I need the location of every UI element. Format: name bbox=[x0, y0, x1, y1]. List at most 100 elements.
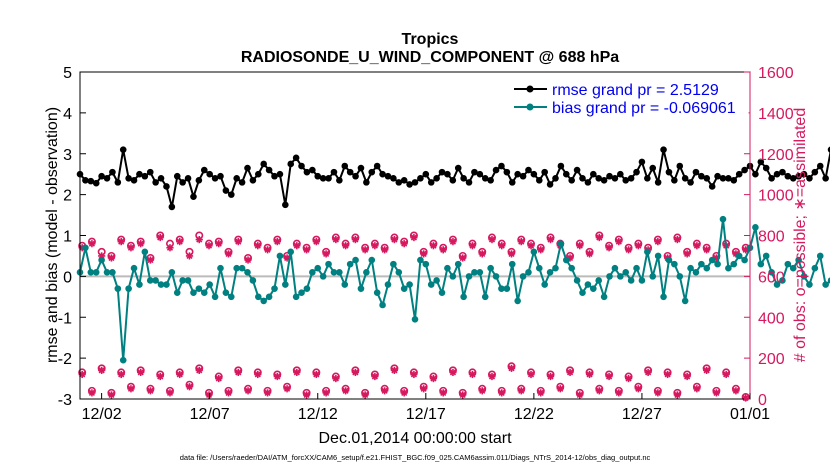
left-tick-label: -3 bbox=[58, 392, 72, 409]
bias-point bbox=[346, 260, 354, 268]
bias-point bbox=[811, 264, 819, 272]
rmse-point bbox=[676, 162, 684, 170]
obs-assimilated-marker bbox=[459, 254, 467, 262]
left-tick-label: 0 bbox=[63, 269, 72, 286]
rmse-point bbox=[552, 174, 559, 182]
rmse-point bbox=[606, 172, 613, 180]
asterisk-stroke bbox=[537, 246, 544, 253]
asterisk-stroke bbox=[196, 236, 203, 243]
obs-assimilated-marker bbox=[302, 391, 311, 399]
bias-point bbox=[719, 215, 727, 223]
obs-assimilated-marker bbox=[605, 372, 613, 381]
obs-assimilated-marker bbox=[342, 242, 350, 250]
rmse-point bbox=[665, 168, 673, 176]
rmse-point bbox=[784, 172, 792, 180]
obs-assimilated-marker bbox=[566, 368, 574, 377]
obs-assimilated-marker bbox=[507, 250, 516, 258]
bias-point bbox=[444, 264, 451, 272]
rmse-point bbox=[557, 162, 565, 170]
rmse-point bbox=[806, 174, 813, 182]
footnote: data file: /Users/raeder/DAI/ATM_forcXX/… bbox=[180, 453, 651, 462]
rmse-point bbox=[562, 170, 570, 178]
obs-assimilated-marker bbox=[98, 366, 106, 374]
asterisk-stroke bbox=[264, 246, 271, 253]
asterisk-stroke bbox=[215, 240, 222, 247]
obs-assimilated-marker bbox=[703, 246, 711, 254]
right-tick-label: 0 bbox=[758, 392, 767, 409]
left-tick-label: -2 bbox=[58, 351, 72, 368]
bias-point bbox=[119, 356, 127, 364]
rmse-point bbox=[822, 174, 829, 182]
obs-assimilated-marker bbox=[507, 364, 516, 372]
obs-assimilated-marker bbox=[244, 387, 252, 395]
bias-point bbox=[141, 248, 149, 256]
rmse-point bbox=[471, 168, 478, 176]
asterisk-stroke bbox=[605, 373, 613, 380]
bias-point bbox=[427, 281, 435, 288]
obs-assimilated-marker bbox=[478, 250, 486, 258]
y-axis-label-left: rmse and bias (model - observation) bbox=[44, 107, 61, 363]
rmse-point bbox=[298, 162, 305, 170]
obs-assimilated-marker bbox=[478, 387, 486, 395]
obs-assimilated-marker bbox=[224, 389, 233, 397]
obs-assimilated-marker bbox=[429, 242, 438, 250]
asterisk-stroke bbox=[684, 250, 691, 257]
asterisk-stroke bbox=[108, 391, 115, 398]
obs-assimilated-marker bbox=[703, 366, 711, 374]
bias-point bbox=[336, 268, 343, 276]
bias-point bbox=[319, 273, 327, 280]
asterisk-stroke bbox=[732, 250, 740, 257]
bias-point bbox=[573, 277, 581, 284]
bias-point bbox=[195, 285, 203, 292]
rmse-point bbox=[233, 174, 240, 182]
obs-assimilated-marker bbox=[342, 387, 350, 395]
y-axis-label-right: # of obs: o=possible; ∗=assimilated bbox=[792, 108, 809, 362]
asterisk-stroke bbox=[693, 242, 700, 249]
bias-point bbox=[217, 264, 224, 272]
obs-assimilated-marker bbox=[654, 238, 662, 246]
bias-point bbox=[433, 277, 440, 284]
asterisk-stroke bbox=[547, 236, 554, 243]
bias-point bbox=[633, 264, 640, 272]
obs-assimilated-marker bbox=[156, 233, 164, 242]
bias-point bbox=[400, 285, 408, 292]
obs-assimilated-marker bbox=[605, 244, 613, 252]
bias-point bbox=[303, 285, 311, 292]
rmse-point bbox=[314, 172, 322, 180]
asterisk-stroke bbox=[371, 242, 378, 249]
bias-point bbox=[595, 277, 603, 284]
obs-assimilated-marker bbox=[537, 389, 545, 397]
asterisk-stroke bbox=[547, 373, 554, 380]
asterisk-stroke bbox=[352, 236, 359, 243]
obs-assimilated-marker bbox=[459, 391, 467, 399]
obs-assimilated-marker bbox=[712, 389, 721, 397]
bias-point bbox=[233, 264, 240, 272]
asterisk-stroke bbox=[176, 371, 183, 378]
obs-assimilated-marker bbox=[381, 387, 389, 395]
obs-assimilated-marker bbox=[215, 374, 223, 383]
rmse-point bbox=[271, 172, 278, 180]
rmse-point bbox=[438, 168, 446, 176]
right-tick-label: 400 bbox=[758, 310, 785, 327]
rmse-point bbox=[206, 170, 213, 178]
rmse-point bbox=[163, 183, 170, 190]
asterisk-stroke bbox=[518, 387, 525, 394]
rmse-point bbox=[336, 177, 343, 184]
obs-assimilated-marker bbox=[576, 391, 584, 399]
bias-point bbox=[514, 297, 521, 305]
asterisk-stroke bbox=[576, 242, 583, 249]
x-tick-label: 12/17 bbox=[406, 406, 446, 423]
obs-assimilated-marker bbox=[254, 370, 262, 379]
asterisk-stroke bbox=[469, 371, 476, 378]
bias-point bbox=[82, 244, 89, 252]
rmse-point bbox=[454, 164, 462, 172]
bias-point bbox=[276, 252, 284, 260]
rmse-point bbox=[525, 166, 532, 174]
rmse-point bbox=[368, 168, 376, 176]
asterisk-stroke bbox=[235, 369, 242, 376]
rmse-point bbox=[114, 179, 122, 186]
obs-assimilated-marker bbox=[146, 387, 155, 395]
bias-point bbox=[649, 273, 657, 280]
bias-point bbox=[460, 293, 467, 301]
